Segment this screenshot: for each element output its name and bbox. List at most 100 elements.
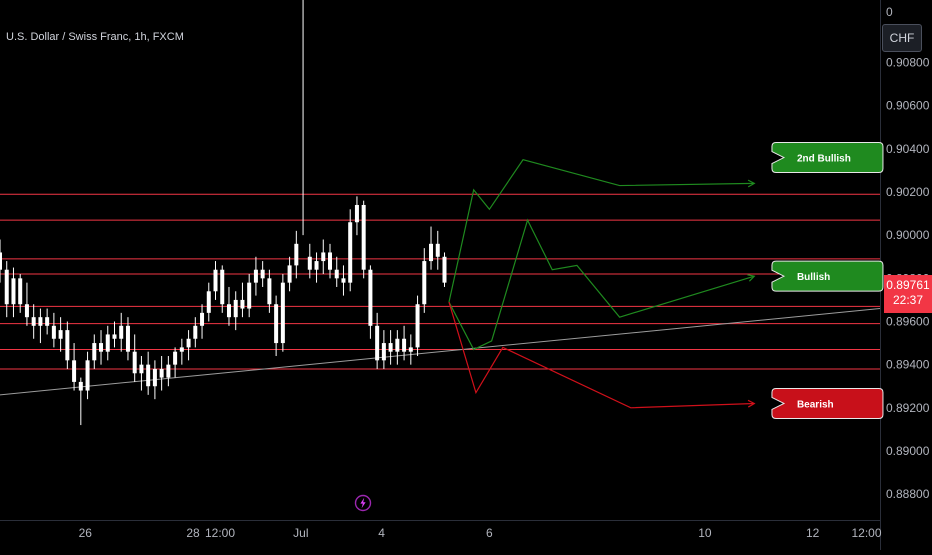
candle [260,261,265,287]
candle-body [334,269,339,279]
candle [422,248,427,313]
candle-body [294,243,299,266]
candle [442,252,447,287]
callout-box [771,260,884,292]
candle-body [253,269,258,283]
candle-body [125,325,130,352]
candle [226,286,231,326]
x-tick-label: 10 [698,526,712,540]
candle [179,338,184,365]
candle-body [38,317,43,326]
candle-body [260,269,265,279]
candle [280,274,285,352]
candle-body [139,364,144,374]
projection-arrowhead-1 [747,274,756,282]
x-tick-label: 4 [378,526,385,540]
candle [193,317,198,348]
candle-body [179,347,184,352]
candle-body [65,330,70,361]
candle-body [92,343,97,361]
candle-body [341,278,346,283]
candle [132,334,137,382]
candle-body [152,368,157,387]
candle [314,252,319,283]
candle [267,269,272,313]
candle-body [45,317,50,326]
projection-path-2[interactable] [448,301,755,409]
callout-2[interactable]: Bearish [771,387,884,419]
current-price-value: 0.89761 [886,278,930,292]
candle-body [354,204,359,223]
callout-box [771,142,884,174]
callout-box [771,387,884,419]
candle-body [78,381,83,391]
callout-0[interactable]: 2nd Bullish [771,142,884,174]
candle-body [186,338,191,348]
candle-body [119,325,124,339]
y-tick-label: 0.89600 [886,314,930,328]
candle-body [287,265,292,283]
candle-body [85,360,90,391]
candle [274,295,279,357]
candle-body [375,325,380,361]
candle [166,356,171,387]
candle-body [381,343,386,361]
candle [213,261,218,300]
x-tick-label: 12:00 [852,526,882,540]
candle-body [58,330,63,339]
candle [381,330,386,369]
candle [11,267,16,318]
x-tick-label: 12:00 [205,526,235,540]
callout-label: Bearish [797,399,834,410]
y-tick-label: 0.88800 [886,487,930,501]
candle-body [112,334,117,339]
candle-body [233,299,238,318]
projection-path-0[interactable] [448,158,755,303]
lightning-icon[interactable] [354,494,372,512]
candle [24,282,29,326]
x-tick-label: 26 [79,526,93,540]
candle [186,330,191,361]
candle [429,226,434,270]
candle [294,230,299,279]
candle-body [200,312,205,326]
candle [341,265,346,296]
candle-body [146,364,151,387]
candle [328,243,332,279]
candle-body [395,338,400,352]
candle [4,261,9,318]
candle [334,256,339,287]
candle [159,356,164,391]
candle [31,304,36,339]
candle-body [11,278,16,305]
candle-body [166,364,171,378]
x-tick-label: 6 [486,526,493,540]
candle [395,330,400,365]
candle-body [51,325,56,339]
projection-arrowhead-2 [747,399,756,408]
candle-body [72,360,77,382]
candle-body [429,243,434,262]
candle-body [422,261,427,305]
candle-body [220,269,225,305]
candle-body [388,343,393,352]
y-tick-label: 0.89400 [886,358,930,372]
y-tick-label: 0.90600 [886,99,930,113]
projection-path-1[interactable] [448,218,755,351]
callout-1[interactable]: Bullish [771,260,884,292]
candle [65,321,70,369]
candle [125,317,130,361]
currency-selector[interactable]: CHF [882,24,922,52]
candle [247,274,252,318]
candle-body [213,269,218,292]
candle [105,325,110,361]
candle-body [31,317,36,326]
candle-body [368,269,373,326]
candle-body [415,304,420,348]
candle [51,312,56,348]
candle [72,343,77,391]
candle [206,282,211,322]
candle-body [206,291,211,313]
